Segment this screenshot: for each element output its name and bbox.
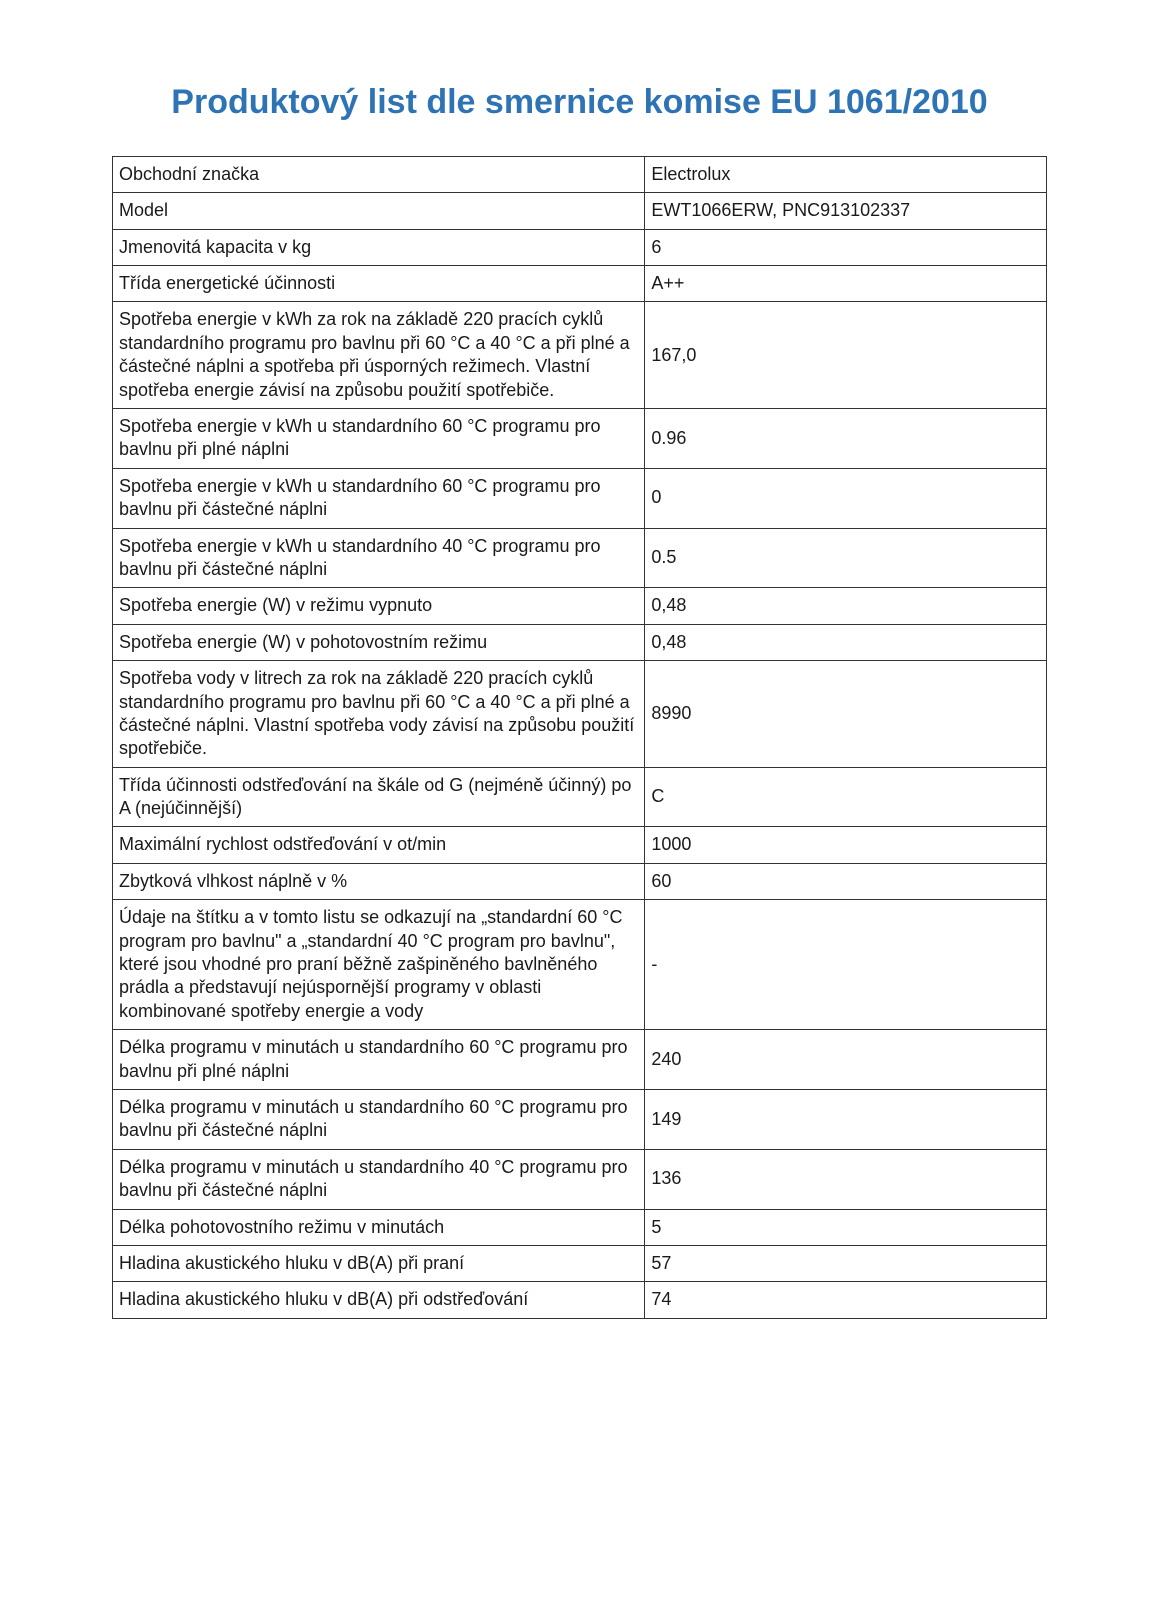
spec-label: Obchodní značka (113, 156, 645, 192)
table-row: Obchodní značkaElectrolux (113, 156, 1047, 192)
spec-label: Jmenovitá kapacita v kg (113, 229, 645, 265)
spec-label: Třída účinnosti odstřeďování na škále od… (113, 767, 645, 827)
spec-label: Spotřeba energie v kWh u standardního 40… (113, 528, 645, 588)
table-row: Zbytková vlhkost náplně v %60 (113, 863, 1047, 899)
spec-label: Údaje na štítku a v tomto listu se odkaz… (113, 900, 645, 1030)
spec-value: 240 (645, 1030, 1047, 1090)
spec-value: C (645, 767, 1047, 827)
table-row: Spotřeba energie v kWh u standardního 40… (113, 528, 1047, 588)
page-container: Produktový list dle smernice komise EU 1… (0, 0, 1159, 1399)
spec-table: Obchodní značkaElectroluxModelEWT1066ERW… (112, 156, 1047, 1319)
spec-value: 0.96 (645, 409, 1047, 469)
spec-value: 0.5 (645, 528, 1047, 588)
spec-value: EWT1066ERW, PNC913102337 (645, 193, 1047, 229)
table-row: Délka programu v minutách u standardního… (113, 1149, 1047, 1209)
table-row: Třída účinnosti odstřeďování na škále od… (113, 767, 1047, 827)
spec-value: - (645, 900, 1047, 1030)
spec-label: Spotřeba energie (W) v pohotovostním rež… (113, 624, 645, 660)
spec-value: 0 (645, 468, 1047, 528)
spec-label: Hladina akustického hluku v dB(A) při pr… (113, 1245, 645, 1281)
spec-value: 5 (645, 1209, 1047, 1245)
spec-label: Délka programu v minutách u standardního… (113, 1090, 645, 1150)
spec-value: 1000 (645, 827, 1047, 863)
spec-label: Spotřeba energie (W) v režimu vypnuto (113, 588, 645, 624)
spec-value: 74 (645, 1282, 1047, 1318)
spec-value: 57 (645, 1245, 1047, 1281)
table-row: Maximální rychlost odstřeďování v ot/min… (113, 827, 1047, 863)
spec-label: Zbytková vlhkost náplně v % (113, 863, 645, 899)
spec-value: 136 (645, 1149, 1047, 1209)
spec-value: 149 (645, 1090, 1047, 1150)
table-row: Spotřeba energie v kWh u standardního 60… (113, 468, 1047, 528)
spec-label: Model (113, 193, 645, 229)
spec-label: Třída energetické účinnosti (113, 266, 645, 302)
table-row: Hladina akustického hluku v dB(A) při od… (113, 1282, 1047, 1318)
spec-value: 60 (645, 863, 1047, 899)
spec-value: Electrolux (645, 156, 1047, 192)
spec-label: Spotřeba vody v litrech za rok na základ… (113, 661, 645, 768)
table-row: Délka pohotovostního režimu v minutách5 (113, 1209, 1047, 1245)
table-row: Jmenovitá kapacita v kg6 (113, 229, 1047, 265)
table-row: Spotřeba energie v kWh u standardního 60… (113, 409, 1047, 469)
spec-table-body: Obchodní značkaElectroluxModelEWT1066ERW… (113, 156, 1047, 1318)
spec-value: 167,0 (645, 302, 1047, 409)
table-row: ModelEWT1066ERW, PNC913102337 (113, 193, 1047, 229)
spec-value: 0,48 (645, 588, 1047, 624)
spec-label: Spotřeba energie v kWh u standardního 60… (113, 409, 645, 469)
spec-label: Spotřeba energie v kWh u standardního 60… (113, 468, 645, 528)
spec-value: 0,48 (645, 624, 1047, 660)
page-title: Produktový list dle smernice komise EU 1… (112, 80, 1047, 126)
spec-label: Spotřeba energie v kWh za rok na základě… (113, 302, 645, 409)
table-row: Spotřeba energie v kWh za rok na základě… (113, 302, 1047, 409)
table-row: Délka programu v minutách u standardního… (113, 1090, 1047, 1150)
spec-value: A++ (645, 266, 1047, 302)
table-row: Hladina akustického hluku v dB(A) při pr… (113, 1245, 1047, 1281)
table-row: Délka programu v minutách u standardního… (113, 1030, 1047, 1090)
spec-label: Délka pohotovostního režimu v minutách (113, 1209, 645, 1245)
table-row: Spotřeba vody v litrech za rok na základ… (113, 661, 1047, 768)
spec-label: Hladina akustického hluku v dB(A) při od… (113, 1282, 645, 1318)
spec-label: Maximální rychlost odstřeďování v ot/min (113, 827, 645, 863)
table-row: Spotřeba energie (W) v režimu vypnuto0,4… (113, 588, 1047, 624)
spec-value: 6 (645, 229, 1047, 265)
table-row: Spotřeba energie (W) v pohotovostním rež… (113, 624, 1047, 660)
spec-label: Délka programu v minutách u standardního… (113, 1030, 645, 1090)
table-row: Třída energetické účinnostiA++ (113, 266, 1047, 302)
table-row: Údaje na štítku a v tomto listu se odkaz… (113, 900, 1047, 1030)
spec-label: Délka programu v minutách u standardního… (113, 1149, 645, 1209)
spec-value: 8990 (645, 661, 1047, 768)
